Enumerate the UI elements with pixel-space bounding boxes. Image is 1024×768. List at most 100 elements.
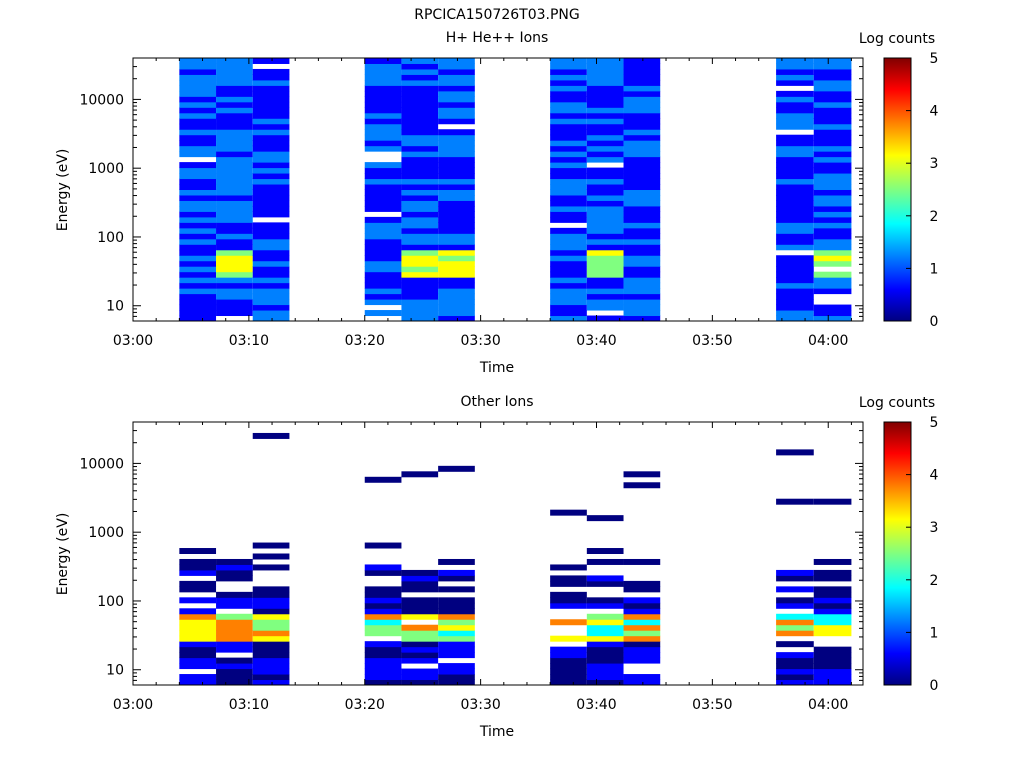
spectrogram-cell: [776, 145, 814, 152]
spectrogram-cell: [364, 63, 402, 70]
spectrogram-cell: [401, 63, 439, 70]
spectrogram-cell: [623, 657, 661, 664]
spectrogram-cell: [438, 101, 475, 108]
spectrogram-cell: [179, 178, 217, 185]
spectrogram-cell: [813, 304, 852, 311]
spectrogram-cell: [401, 679, 439, 686]
spectrogram-cell: [364, 101, 402, 108]
spectrogram-cell: [550, 674, 587, 681]
spectrogram-cell: [401, 266, 439, 273]
spectrogram-cell: [179, 101, 217, 108]
spectrogram-cell: [364, 167, 402, 174]
spectrogram-cell: [438, 189, 475, 196]
spectrogram-cell: [216, 282, 253, 289]
spectrogram-cell: [550, 271, 587, 278]
spectrogram-cell: [550, 151, 587, 158]
spectrogram-cell: [438, 575, 475, 582]
spectrogram-cell: [364, 249, 402, 256]
spectrogram-cell: [623, 304, 661, 311]
spectrogram-cell: [813, 608, 852, 615]
spectrogram-cell: [252, 101, 290, 108]
spectrogram-cell: [776, 498, 814, 505]
spectrogram-cell: [813, 123, 852, 130]
spectrogram-cell: [401, 249, 439, 256]
spectrogram-cell: [252, 173, 290, 180]
spectrogram-cell: [438, 107, 475, 114]
spectrogram-cell: [586, 630, 624, 637]
spectrogram-cell: [813, 63, 852, 70]
spectrogram-cell: [550, 575, 587, 582]
spectrogram-cell: [216, 145, 253, 152]
spectrogram-cell: [813, 597, 852, 604]
spectrogram-cell: [252, 238, 290, 245]
spectrogram-cell: [216, 194, 253, 201]
spectrogram-cell: [438, 266, 475, 273]
spectrogram-cell: [550, 657, 587, 664]
spectrogram-cell: [623, 118, 661, 125]
spectrogram-cell: [623, 271, 661, 278]
spectrogram-cell: [179, 260, 217, 267]
spectrogram-cell: [813, 68, 852, 75]
spectrogram-cell: [364, 222, 402, 229]
spectrogram-cell: [216, 79, 253, 86]
spectrogram-cell: [776, 58, 814, 64]
spectrogram-cell: [179, 216, 217, 223]
spectrogram-cell: [438, 194, 475, 201]
spectrogram-cell: [179, 244, 217, 251]
spectrogram-cell: [586, 266, 624, 273]
spectrogram-cell: [216, 74, 253, 81]
spectrogram-cell: [179, 189, 217, 196]
y-axis: 10 100 1000 10000: [79, 421, 863, 686]
spectrogram-cell: [179, 151, 217, 158]
spectrogram-cell: [216, 575, 253, 582]
spectrogram-cell: [438, 58, 475, 64]
spectrogram-cell: [438, 299, 475, 306]
spectrogram-cell: [179, 145, 217, 152]
spectrogram-cell: [179, 96, 217, 103]
spectrogram-cell: [586, 652, 624, 659]
spectrogram-cell: [586, 597, 624, 604]
spectrogram-cell: [776, 310, 814, 317]
spectrogram-cell: [550, 123, 587, 130]
y-tick-label: 1000: [88, 161, 124, 177]
spectrogram-cell: [586, 657, 624, 664]
spectrogram-cell: [586, 244, 624, 251]
spectrogram-cell: [776, 118, 814, 125]
spectrogram-cell: [623, 74, 661, 81]
cells-layer: [179, 432, 852, 686]
spectrogram-cell: [550, 200, 587, 207]
spectrogram-cell: [216, 227, 253, 234]
colorbar-ticks: 0 1 2 3 4 5: [906, 415, 939, 694]
spectrogram-cell: [216, 134, 253, 141]
spectrogram-cell: [364, 613, 402, 620]
spectrogram-cell: [216, 151, 253, 158]
spectrogram-cell: [252, 608, 290, 615]
spectrogram-cell: [252, 58, 290, 64]
spectrogram-cell: [438, 613, 475, 620]
spectrogram-cell: [586, 101, 624, 108]
spectrogram-cell: [438, 674, 475, 681]
spectrogram-cell: [364, 74, 402, 81]
colorbar-tick-label: 2: [930, 209, 939, 225]
spectrogram-cell: [623, 167, 661, 174]
colorbar-tick-label: 1: [930, 261, 939, 277]
spectrogram-cell: [252, 260, 290, 267]
spectrogram-cell: [438, 90, 475, 97]
spectrogram-cell: [586, 624, 624, 631]
colorbar-tick-label: 5: [930, 415, 939, 431]
spectrogram-cell: [550, 602, 587, 609]
spectrogram-cell: [776, 211, 814, 218]
spectrogram-cell: [179, 68, 217, 75]
spectrogram-cell: [776, 630, 814, 637]
cells-layer: [179, 58, 852, 322]
spectrogram-cell: [438, 216, 475, 223]
spectrogram-cell: [438, 200, 475, 207]
spectrogram-cell: [623, 90, 661, 97]
spectrogram-cell: [252, 277, 290, 284]
spectrogram-cell: [252, 586, 290, 593]
spectrogram-cell: [179, 646, 217, 653]
spectrogram-cell: [586, 194, 624, 201]
spectrogram-cell: [179, 74, 217, 81]
spectrogram-cell: [216, 310, 253, 317]
spectrogram-cell: [252, 68, 290, 75]
